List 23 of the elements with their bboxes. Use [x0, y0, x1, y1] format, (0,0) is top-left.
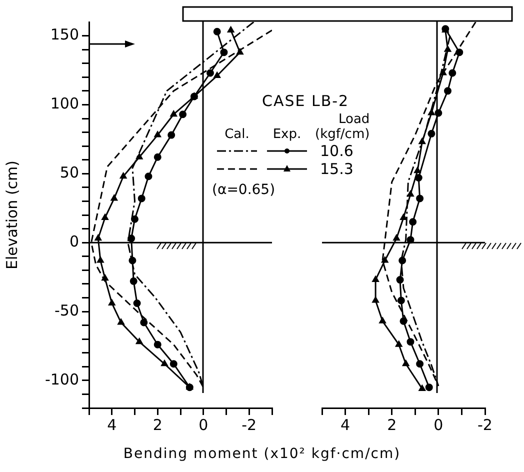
- y-tick-label: -100: [44, 370, 79, 388]
- y-axis-title: Elevation (cm): [2, 160, 21, 270]
- y-tick-label: 150: [50, 26, 79, 44]
- x-tick-label: 0: [434, 416, 444, 434]
- x-tick-label: -2: [478, 416, 492, 434]
- y-tick-label: 100: [50, 94, 79, 113]
- y-tick-label: -50: [54, 301, 79, 320]
- x-tick-label: 0: [198, 416, 208, 434]
- x-tick-label: 4: [340, 416, 350, 434]
- text: Exp.: [272, 126, 302, 142]
- x-tick-label: -2: [242, 416, 257, 434]
- y-tick-label: 50: [60, 164, 79, 182]
- annotation: (α=0.65): [212, 182, 276, 198]
- x-tick-label: 2: [387, 416, 397, 434]
- legend-title: CASE LB-2: [262, 92, 350, 110]
- x-axis-title: Bending moment (x10² kgf·cm/cm): [122, 446, 402, 462]
- annotation: Load (kgf/cm): [314, 112, 371, 142]
- legend-label: 15.3: [319, 160, 354, 178]
- legend-label: 10.6: [319, 142, 354, 160]
- annotation: Cal.: [224, 126, 250, 142]
- y-tick-label: 0: [69, 232, 79, 250]
- x-tick-label: 4: [107, 416, 117, 434]
- x-tick-label: 2: [152, 416, 162, 434]
